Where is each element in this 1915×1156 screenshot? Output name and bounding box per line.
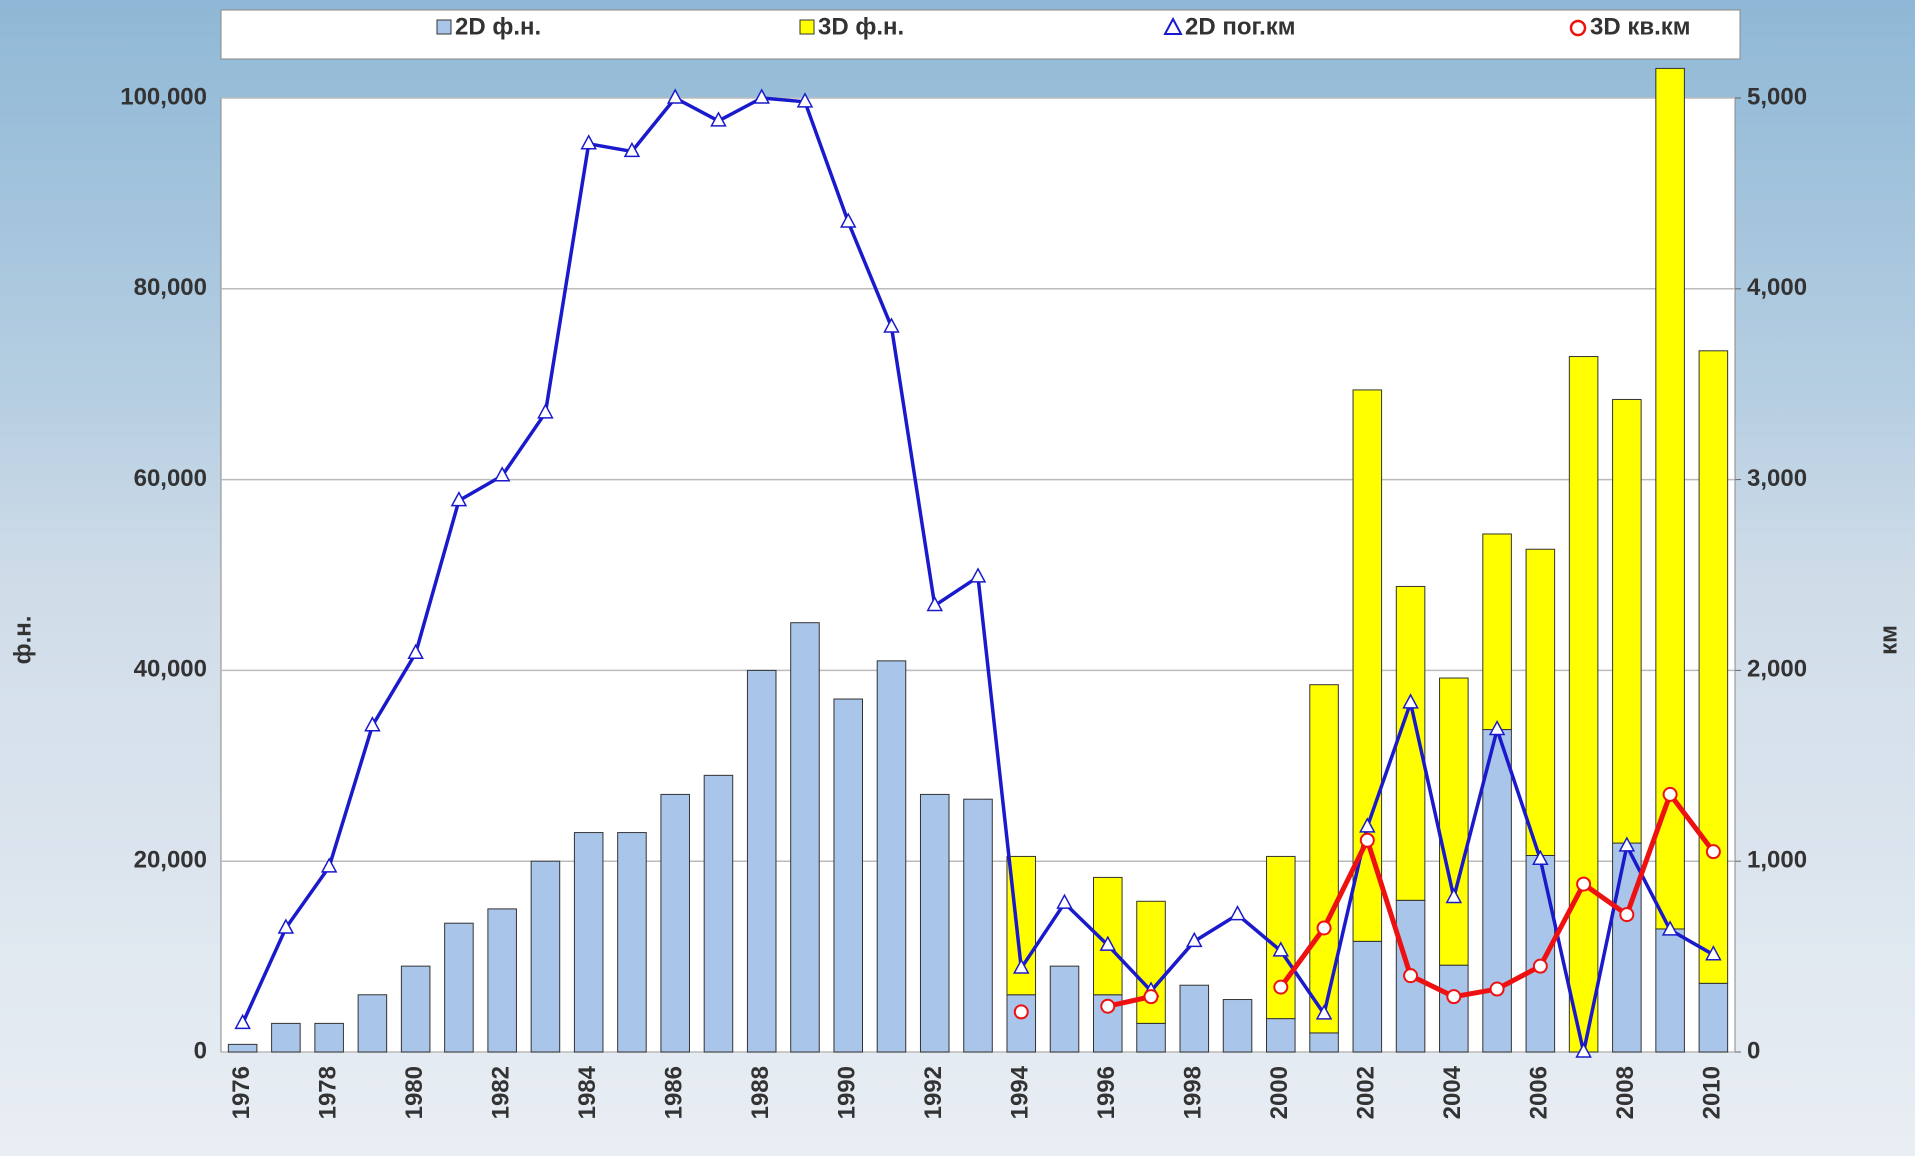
bar: [1007, 995, 1036, 1052]
bar: [1050, 966, 1079, 1052]
bar: [228, 1044, 257, 1052]
line-marker: [1577, 878, 1590, 891]
line-marker: [1101, 1000, 1114, 1013]
x-tick-label: 1980: [401, 1066, 428, 1119]
legend-label: 3D ф.н.: [818, 13, 904, 40]
bar: [834, 699, 863, 1052]
bar: [272, 1023, 301, 1052]
bar: [401, 966, 430, 1052]
y2-tick-label: 4,000: [1747, 274, 1807, 301]
bar: [1526, 549, 1555, 855]
bar: [1137, 1023, 1166, 1052]
bar: [747, 670, 776, 1052]
x-tick-label: 1976: [228, 1066, 255, 1119]
line-marker: [1620, 908, 1633, 921]
bar: [791, 623, 820, 1052]
x-tick-label: 1992: [920, 1066, 947, 1119]
line-marker: [1707, 845, 1720, 858]
bar: [618, 833, 647, 1052]
line-marker: [1145, 990, 1158, 1003]
bar: [964, 799, 993, 1052]
legend-label: 2D ф.н.: [455, 13, 541, 40]
bar: [1699, 983, 1728, 1052]
x-tick-label: 1978: [314, 1066, 341, 1119]
line-marker: [1318, 921, 1331, 934]
line-marker: [1447, 990, 1460, 1003]
legend-swatch: [1571, 21, 1585, 35]
y2-tick-label: 2,000: [1747, 656, 1807, 683]
bar: [445, 923, 474, 1052]
line-marker: [1491, 983, 1504, 996]
bar: [1440, 965, 1469, 1052]
bar: [1699, 351, 1728, 984]
y2-axis-label: км: [1875, 625, 1902, 655]
x-tick-label: 2000: [1266, 1066, 1293, 1119]
bar: [704, 775, 733, 1052]
y-tick-label: 100,000: [120, 83, 207, 110]
bar: [1310, 685, 1339, 1033]
bar: [1613, 843, 1642, 1052]
bar: [1440, 678, 1469, 965]
x-tick-label: 1994: [1007, 1065, 1034, 1119]
bar: [1569, 357, 1598, 1052]
x-tick-label: 2004: [1439, 1065, 1466, 1119]
y-tick-label: 80,000: [134, 274, 207, 301]
legend-swatch: [800, 20, 814, 34]
legend-label: 3D кв.км: [1590, 13, 1691, 40]
x-tick-label: 2002: [1353, 1066, 1380, 1119]
bar: [1267, 1019, 1296, 1052]
bar: [1526, 855, 1555, 1052]
bar: [920, 794, 949, 1052]
bar: [1137, 901, 1166, 1023]
y2-tick-label: 1,000: [1747, 847, 1807, 874]
legend-swatch: [437, 20, 451, 34]
line-marker: [1664, 788, 1677, 801]
bar: [1353, 941, 1382, 1052]
bar: [1223, 1000, 1252, 1052]
y2-tick-label: 0: [1747, 1037, 1760, 1064]
bar: [877, 661, 906, 1052]
x-tick-label: 1982: [488, 1066, 515, 1119]
line-marker: [1534, 960, 1547, 973]
x-tick-label: 2006: [1526, 1066, 1553, 1119]
chart: ф.н. км 0 20,000 40,000 60,000 80,000 100,000…: [0, 0, 1915, 1156]
bar: [1613, 399, 1642, 843]
y-tick-label: 20,000: [134, 847, 207, 874]
bar: [1310, 1033, 1339, 1052]
bar: [1483, 534, 1512, 730]
x-tick-label: 1986: [661, 1066, 688, 1119]
line-marker: [1361, 834, 1374, 847]
bar: [1483, 730, 1512, 1052]
x-tick-label: 1988: [747, 1066, 774, 1119]
y-tick-label: 0: [194, 1037, 207, 1064]
bar: [358, 995, 387, 1052]
page: ф.н. км 0 20,000 40,000 60,000 80,000 100,000…: [0, 0, 1915, 1156]
x-tick-label: 1984: [574, 1065, 601, 1119]
y2-tick-label: 3,000: [1747, 465, 1807, 492]
bar: [315, 1023, 344, 1052]
y-tick-label: 60,000: [134, 465, 207, 492]
bar: [488, 909, 517, 1052]
x-tick-label: 1990: [834, 1066, 861, 1119]
line-marker: [1015, 1005, 1028, 1018]
bar: [1180, 985, 1209, 1052]
line-marker: [1274, 981, 1287, 994]
y-axis-label: ф.н.: [9, 616, 36, 665]
bar: [1656, 929, 1685, 1052]
legend-label: 2D пог.км: [1185, 13, 1296, 40]
x-tick-label: 1998: [1180, 1066, 1207, 1119]
x-tick-label: 2008: [1612, 1066, 1639, 1119]
bar: [661, 794, 690, 1052]
bar: [531, 861, 560, 1052]
y2-tick-label: 5,000: [1747, 83, 1807, 110]
bar: [574, 833, 603, 1052]
line-marker: [1404, 969, 1417, 982]
x-tick-label: 1996: [1093, 1066, 1120, 1119]
x-tick-label: 2010: [1699, 1066, 1726, 1119]
y-tick-label: 40,000: [134, 656, 207, 683]
